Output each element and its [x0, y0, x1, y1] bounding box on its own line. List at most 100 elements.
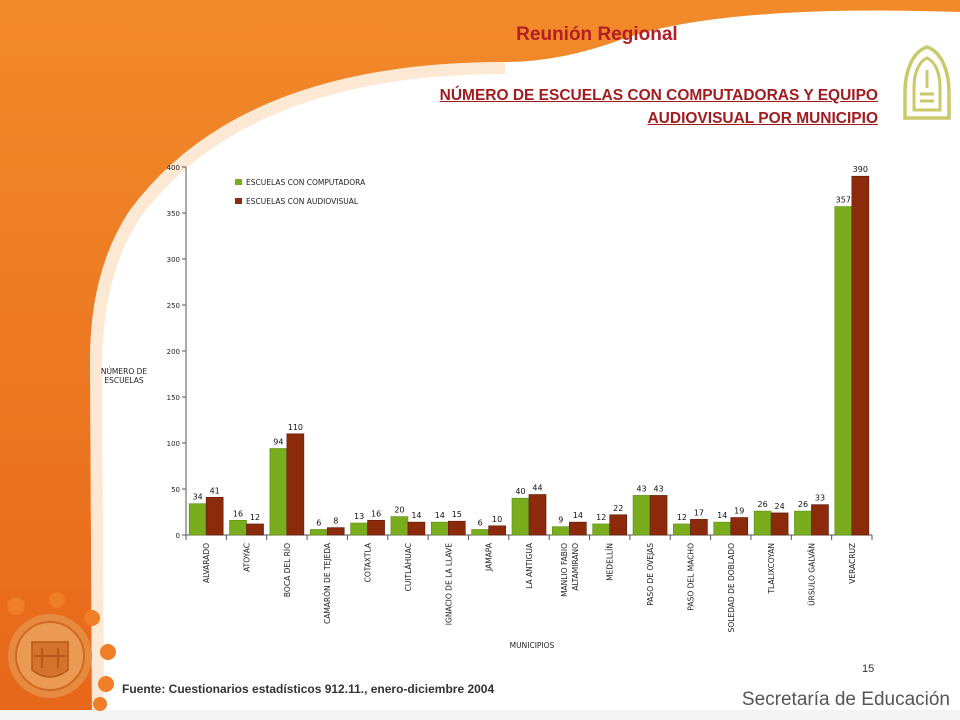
data-label: 19 — [734, 507, 744, 516]
x-category-label: JAMAPA — [485, 542, 494, 572]
data-label: 26 — [798, 500, 808, 509]
legend-swatch — [235, 198, 242, 204]
page-number: 15 — [862, 663, 875, 675]
data-label: 14 — [435, 511, 445, 520]
bar — [488, 525, 506, 536]
data-label: 41 — [210, 486, 220, 495]
data-label: 13 — [354, 512, 364, 521]
bar — [673, 523, 691, 536]
bar — [552, 526, 570, 536]
data-label: 12 — [250, 513, 260, 522]
bar — [309, 529, 328, 536]
y-tick-label: 200 — [167, 348, 180, 356]
data-label: 20 — [394, 506, 404, 515]
y-tick-label: 100 — [167, 440, 180, 448]
title-part-1: Reunión Regional — [516, 24, 678, 45]
data-label: 94 — [273, 438, 283, 447]
x-category-label: MEDELLÍN — [606, 543, 615, 581]
bar — [511, 497, 530, 536]
bar — [229, 519, 247, 536]
bar — [609, 514, 628, 536]
bar — [690, 519, 708, 536]
data-label: 17 — [694, 508, 704, 517]
x-category-label: ATOYAC — [243, 543, 252, 572]
bar — [811, 504, 829, 536]
data-label: 44 — [532, 484, 542, 493]
bar — [447, 520, 466, 536]
x-category-label: VERACRUZ — [848, 543, 857, 584]
x-category-label: CAMARÓN DE TEJEDA — [323, 542, 332, 624]
bar — [770, 512, 789, 536]
legend-swatch — [235, 179, 242, 185]
bar — [471, 529, 489, 536]
bar — [188, 503, 207, 536]
bar — [528, 494, 547, 536]
header-title: Reunión Regional/Servicios educativos — [516, 24, 872, 46]
y-tick-label: 150 — [167, 394, 180, 402]
bar — [834, 206, 853, 536]
x-category-label: LA ANTIGUA — [525, 542, 534, 589]
data-label: 14 — [717, 511, 727, 520]
x-category-label: PASO DE OVEJAS — [646, 543, 655, 606]
data-label: 12 — [677, 513, 687, 522]
data-label: 24 — [775, 502, 785, 511]
data-label: 357 — [836, 196, 851, 205]
data-label: 33 — [815, 494, 825, 503]
y-tick-label: 0 — [176, 532, 180, 540]
data-label: 8 — [333, 517, 338, 526]
bar — [367, 519, 385, 536]
bar — [205, 496, 224, 536]
organization-name: Secretaría de Educación — [741, 689, 950, 710]
bar — [851, 175, 870, 536]
subtitle-line-1: NÚMERO DE ESCUELAS CON COMPUTADORAS Y EQ… — [439, 87, 878, 104]
y-tick-label: 350 — [167, 210, 180, 218]
x-category-label: BOCA DEL RÍO — [283, 543, 292, 597]
data-label: 9 — [558, 516, 563, 525]
data-label: 34 — [193, 493, 203, 502]
x-axis-title: MUNICIPIOS — [510, 641, 555, 650]
data-label: 390 — [853, 165, 868, 174]
source-note: Fuente: Cuestionarios estadísticos 912.1… — [122, 682, 495, 696]
x-category-label: IGNACIO DE LA LLAVE — [444, 543, 453, 625]
legend-label: ESCUELAS CON AUDIOVISUAL — [246, 197, 359, 206]
y-tick-label: 50 — [171, 486, 180, 494]
bar — [286, 433, 305, 536]
state-seal-icon — [7, 592, 116, 711]
legend-label: ESCUELAS CON COMPUTADORA — [246, 178, 366, 187]
x-category-label: SOLEDAD DE DOBLADO — [727, 543, 736, 632]
data-label: 22 — [613, 504, 623, 513]
data-label: 12 — [596, 513, 606, 522]
bar — [649, 495, 668, 536]
data-label: 40 — [515, 487, 525, 496]
data-label: 15 — [452, 510, 462, 519]
bar — [430, 521, 449, 536]
data-label: 43 — [653, 484, 663, 493]
bar — [269, 448, 288, 536]
data-label: 43 — [636, 484, 646, 493]
data-label: 26 — [758, 500, 768, 509]
bar — [326, 527, 345, 536]
title-separator: / — [677, 24, 683, 45]
data-label: 110 — [288, 423, 303, 432]
bar — [632, 495, 651, 536]
x-category-label: TLALIXCOYAN — [767, 543, 776, 595]
bar — [390, 516, 409, 536]
institution-logo-icon — [903, 45, 951, 120]
data-label: 6 — [478, 518, 483, 527]
bar — [730, 517, 749, 536]
bar — [794, 510, 812, 536]
bar — [753, 510, 772, 536]
x-category-label: CUITLÁHUAC — [404, 543, 413, 591]
data-label: 14 — [573, 511, 583, 520]
x-category-label: ÚRSULO GALVÁN — [807, 543, 816, 606]
x-category-label: COTAXTLA — [364, 542, 373, 582]
data-label: 10 — [492, 515, 502, 524]
y-tick-label: 300 — [167, 256, 180, 264]
y-tick-label: 250 — [167, 302, 180, 310]
title-part-2: Servicios educativos — [682, 24, 872, 45]
x-category-label: ALVARADO — [202, 543, 211, 583]
data-label: 6 — [316, 518, 321, 527]
data-label: 14 — [411, 511, 421, 520]
